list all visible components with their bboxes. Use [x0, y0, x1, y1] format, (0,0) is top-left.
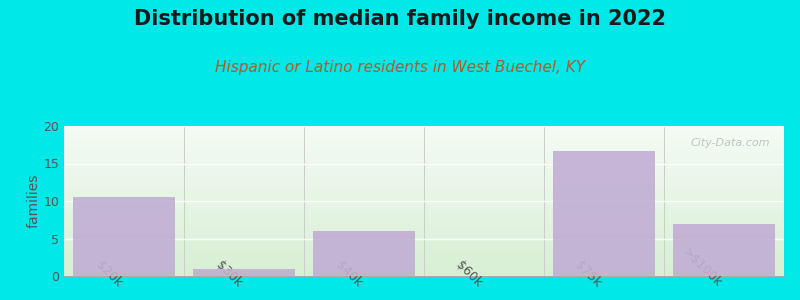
Text: Distribution of median family income in 2022: Distribution of median family income in …	[134, 9, 666, 29]
Bar	[313, 231, 415, 276]
Bar	[673, 224, 775, 276]
Text: Hispanic or Latino residents in West Buechel, KY: Hispanic or Latino residents in West Bue…	[215, 60, 585, 75]
Bar	[553, 151, 655, 276]
Text: City-Data.com: City-Data.com	[690, 138, 770, 148]
Bar	[73, 197, 175, 276]
Y-axis label: families: families	[26, 174, 41, 228]
Bar	[193, 268, 295, 276]
